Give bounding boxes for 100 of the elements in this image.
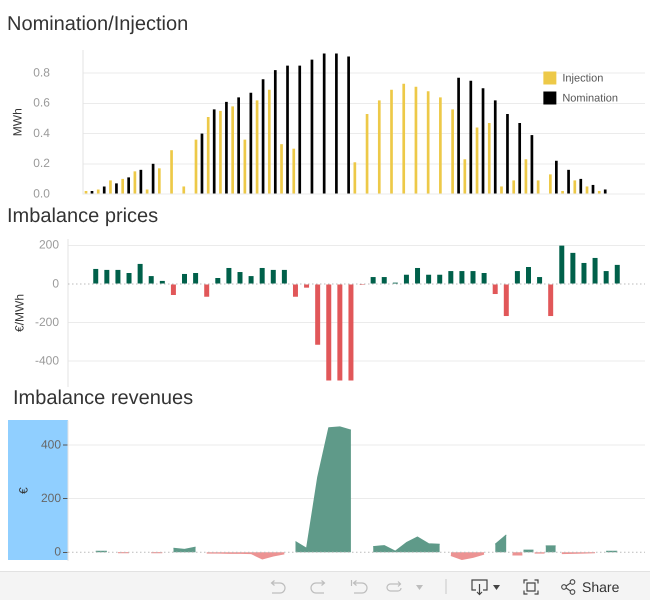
- y-axis-title: MWh: [10, 108, 24, 136]
- bar: [231, 106, 234, 194]
- bar: [518, 123, 522, 194]
- bar: [439, 97, 442, 194]
- bar: [226, 268, 232, 284]
- bar: [250, 92, 252, 194]
- bar: [115, 183, 118, 194]
- bar: [134, 171, 136, 194]
- bar: [206, 116, 210, 194]
- bar: [390, 90, 393, 194]
- bar: [415, 268, 420, 284]
- y-tick-label: 200: [40, 491, 62, 505]
- bar: [237, 272, 242, 284]
- y-tick-label: 0.4: [33, 126, 50, 140]
- bar: [592, 184, 594, 194]
- bar: [426, 274, 432, 284]
- bar: [526, 267, 531, 284]
- y-tick-label: -400: [34, 354, 60, 368]
- bar: [127, 177, 130, 194]
- bar: [448, 271, 454, 284]
- bar: [457, 78, 460, 194]
- legend-label: Injection: [562, 72, 604, 85]
- bar: [366, 114, 368, 194]
- bar: [567, 170, 570, 194]
- bar: [579, 178, 582, 194]
- bar: [182, 274, 188, 284]
- bar: [126, 272, 132, 284]
- bar: [215, 278, 220, 284]
- bar: [504, 284, 509, 316]
- bar: [437, 274, 442, 284]
- chart-title: Nomination/Injection: [7, 12, 188, 36]
- bar: [115, 270, 120, 284]
- y-tick-label: 200: [38, 238, 60, 252]
- bar: [537, 277, 542, 284]
- bar: [494, 100, 497, 194]
- bar: [559, 246, 564, 284]
- bar: [514, 271, 520, 284]
- y-tick-label: 0.2: [33, 156, 50, 170]
- bar: [573, 180, 576, 194]
- bar: [404, 274, 409, 284]
- bar: [426, 91, 430, 194]
- bar: [469, 80, 472, 194]
- legend-label: Nomination: [562, 92, 618, 105]
- bar: [488, 123, 491, 194]
- bar: [512, 180, 516, 194]
- bar: [237, 97, 240, 194]
- y-tick-label: 0.0: [33, 186, 50, 200]
- bar: [463, 159, 466, 194]
- bar: [282, 270, 287, 284]
- bar: [148, 276, 154, 284]
- y-tick-label: 0: [54, 544, 62, 559]
- bar: [322, 54, 326, 194]
- bar: [260, 268, 265, 284]
- bar: [370, 277, 376, 284]
- bar: [500, 186, 503, 194]
- bar: [555, 160, 558, 194]
- bar: [212, 109, 216, 194]
- text: Share: [582, 579, 620, 595]
- bar: [335, 54, 338, 194]
- y-tick-label: 400: [40, 437, 62, 452]
- bar: [506, 114, 509, 194]
- bar: [598, 190, 601, 194]
- bar: [244, 140, 246, 194]
- y-axis-title: €/MWh: [12, 294, 26, 332]
- bar: [193, 272, 198, 284]
- bar: [146, 189, 148, 194]
- bar: [93, 268, 98, 284]
- bar: [604, 271, 609, 284]
- y-tick-label: 0.8: [33, 65, 50, 80]
- bar: [536, 180, 540, 194]
- bar: [292, 284, 298, 297]
- bar: [459, 271, 464, 284]
- y-tick-label: -200: [34, 314, 60, 329]
- bar: [84, 190, 88, 194]
- bar: [354, 162, 356, 194]
- bar: [170, 150, 173, 194]
- bar: [104, 270, 110, 284]
- bar: [586, 186, 588, 194]
- bar: [348, 284, 354, 381]
- bar: [476, 128, 478, 194]
- bar: [414, 86, 418, 194]
- bar: [570, 252, 576, 284]
- bar: [592, 258, 598, 284]
- bar: [140, 170, 142, 194]
- bar: [298, 66, 302, 194]
- bar: [286, 66, 289, 194]
- bar: [482, 88, 484, 194]
- bar: [530, 135, 534, 194]
- bar: [90, 190, 94, 194]
- bar: [315, 284, 320, 345]
- bar: [138, 264, 143, 284]
- bar: [262, 79, 264, 194]
- bar: [482, 272, 487, 284]
- y-axis-title: €: [16, 486, 30, 494]
- bar: [326, 284, 332, 381]
- bar: [160, 280, 165, 284]
- bar: [561, 190, 564, 194]
- bar: [274, 70, 277, 194]
- bar: [109, 180, 112, 194]
- bar: [604, 189, 607, 194]
